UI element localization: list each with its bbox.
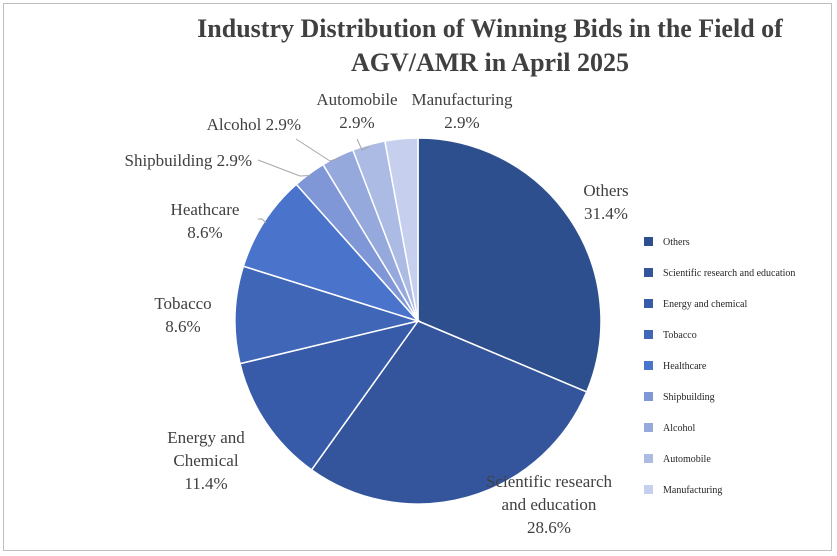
data-label-scientific-research-and-education: Scientific research and education 28.6% [486,472,613,537]
legend: Others Scientific research and education E… [644,237,795,496]
pie-slice-manufacturing [384,137,419,322]
legend-swatch-alcohol [644,423,653,432]
pie-slices [234,137,602,505]
pie-slice-tobacco [234,265,421,365]
legend-swatch-healthcare [644,361,653,370]
legend-entry-energy-and-chemical: Energy and chemical [663,299,747,310]
legend-entry-healthcare: Healthcare [663,361,707,372]
legend-entry-others: Others [663,237,690,248]
pie-slice-scientific-research-and-education [310,320,588,505]
legend-swatch-scientific-research-and-education [644,268,653,277]
legend-entry-scientific-research-and-education: Scientific research and education [663,268,795,279]
data-label-healthcare: Heathcare 8.6% [171,200,240,242]
leader-line-shipbuilding [257,159,311,177]
pie-slice-others [417,137,602,393]
chart-title-line-2: AGV/AMR in April 2025 [350,48,630,77]
chart-title: Industry Distribution of Winning Bids in… [150,12,830,80]
data-label-energy-and-chemical: Energy and Chemical 11.4% [167,428,245,493]
legend-entry-shipbuilding: Shipbuilding [663,392,715,403]
legend-swatch-manufacturing [644,485,653,494]
leader-line-healthcare [258,218,267,224]
data-label-alcohol: Alcohol 2.9% [207,115,301,134]
legend-entry-manufacturing: Manufacturing [663,485,722,496]
leader-lines [257,138,370,224]
legend-entry-automobile: Automobile [663,454,711,465]
leader-line-automobile [356,138,370,151]
legend-swatch-energy-and-chemical [644,299,653,308]
chart-title-line-1: Industry Distribution of Winning Bids in… [197,14,783,43]
legend-swatch-tobacco [644,330,653,339]
legend-entry-alcohol: Alcohol [663,423,695,434]
legend-swatch-automobile [644,454,653,463]
data-label-shipbuilding: Shipbuilding 2.9% [124,151,252,170]
legend-swatch-others [644,237,653,246]
data-label-automobile: Automobile 2.9% [316,90,397,132]
data-labels: Others 31.4% Scientific research and educat… [124,90,628,537]
legend-swatch-shipbuilding [644,392,653,401]
data-label-tobacco: Tobacco 8.6% [154,294,211,336]
pie-slice-energy-and-chemical [239,319,420,471]
leader-line-alcohol [295,138,339,162]
legend-entry-tobacco: Tobacco [663,330,697,341]
data-label-manufacturing: Manufacturing 2.9% [411,90,513,132]
data-label-others: Others 31.4% [583,181,628,223]
